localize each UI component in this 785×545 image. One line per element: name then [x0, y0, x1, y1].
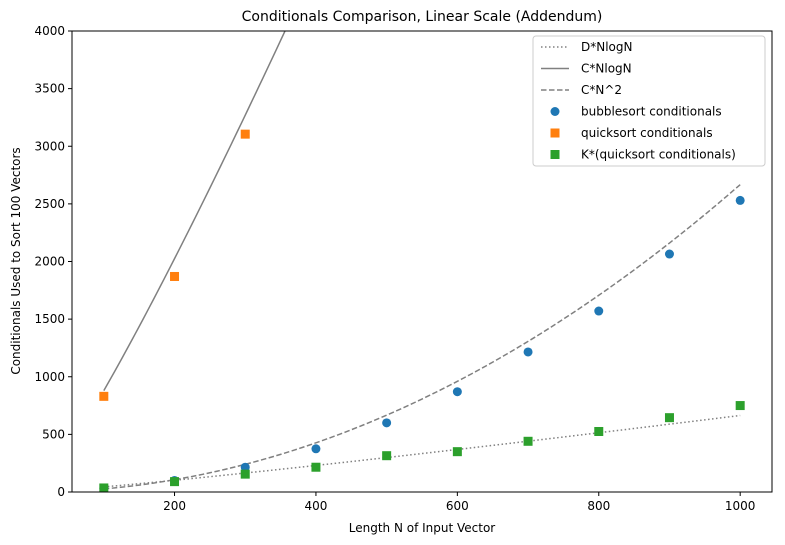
data-point [664, 249, 674, 259]
data-point [311, 444, 321, 454]
legend-label: K*(quicksort conditionals) [581, 148, 736, 162]
data-point [523, 436, 533, 446]
series-line-2 [103, 184, 741, 490]
data-point [170, 477, 180, 487]
data-point [594, 306, 604, 316]
data-point [452, 447, 462, 457]
y-tick-label: 3000 [34, 139, 65, 153]
data-point [452, 387, 462, 397]
y-tick-label: 0 [57, 485, 65, 499]
data-point [664, 413, 674, 423]
legend-label: quicksort conditionals [581, 126, 713, 140]
legend-label: C*N^2 [581, 83, 622, 97]
data-point [735, 401, 745, 411]
x-tick-label: 600 [446, 499, 469, 513]
x-tick-label: 800 [587, 499, 610, 513]
data-point [99, 391, 109, 401]
series-layer [99, 31, 745, 492]
data-point [240, 129, 250, 139]
legend-marker-swatch [550, 150, 560, 159]
legend-marker-swatch [550, 128, 560, 138]
x-tick-label: 400 [304, 499, 327, 513]
data-point [240, 469, 250, 479]
y-tick-label: 1000 [34, 370, 65, 384]
data-point [594, 426, 604, 436]
series-line-1 [103, 31, 286, 391]
y-axis-label: Conditionals Used to Sort 100 Vectors [9, 147, 23, 374]
data-point [523, 347, 533, 357]
x-axis: 200 400 600 800 1000 [163, 492, 755, 513]
data-point [382, 418, 392, 428]
x-tick-label: 200 [163, 499, 186, 513]
legend: D*NlogN C*NlogN C*N^2 bubblesort conditiona… [532, 35, 766, 167]
data-point [311, 462, 321, 472]
legend-marker-swatch [550, 107, 560, 116]
y-tick-label: 1500 [34, 312, 65, 326]
data-point [240, 462, 250, 472]
series-line-0 [103, 414, 741, 488]
y-tick-label: 2000 [34, 255, 65, 269]
data-point [735, 195, 745, 205]
y-tick-label: 4000 [34, 24, 65, 38]
x-tick-label: 1000 [725, 499, 756, 513]
chart-title: Conditionals Comparison, Linear Scale (A… [242, 9, 603, 25]
y-tick-label: 500 [42, 427, 65, 441]
data-point [99, 483, 109, 492]
data-point [382, 451, 392, 461]
legend-label: D*NlogN [581, 40, 633, 54]
y-tick-label: 2500 [34, 197, 65, 211]
data-point [170, 271, 180, 281]
y-axis: 0 500 1000 1500 2000 2500 3000 3500 4000 [34, 24, 72, 499]
legend-label: bubblesort conditionals [581, 105, 722, 119]
x-axis-label: Length N of Input Vector [349, 521, 496, 535]
y-tick-label: 3500 [34, 82, 65, 96]
legend-box [532, 35, 766, 167]
legend-label: C*NlogN [581, 62, 632, 76]
